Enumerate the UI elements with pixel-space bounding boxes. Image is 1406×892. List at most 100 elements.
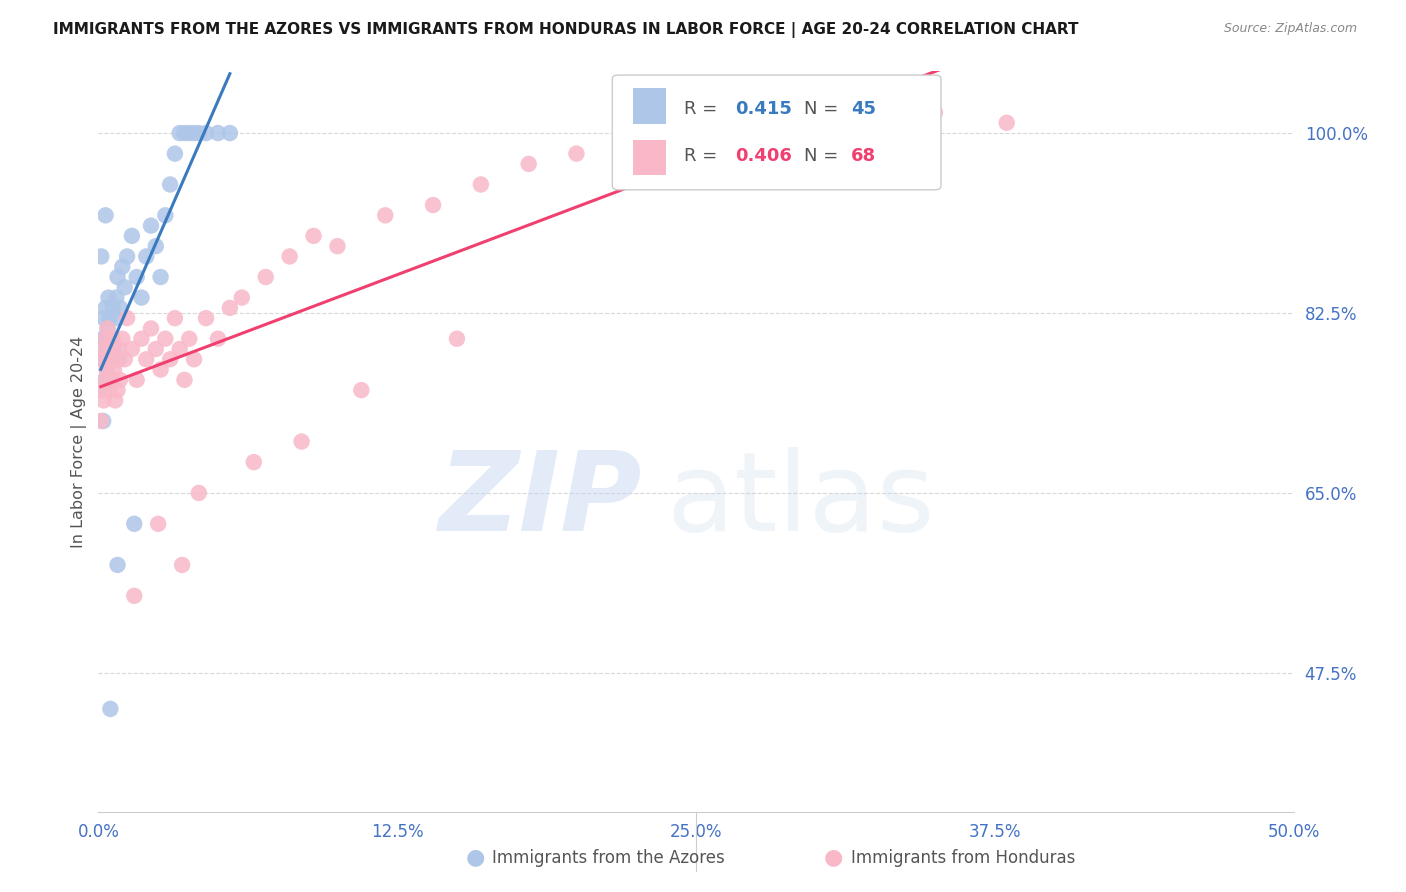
Point — [756, 116, 779, 130]
Point — [145, 239, 167, 253]
Text: ●: ● — [824, 847, 844, 867]
Point — [613, 136, 636, 151]
Point — [91, 352, 114, 367]
Point — [91, 352, 114, 367]
Point — [107, 342, 129, 356]
Point — [98, 383, 121, 397]
Point — [111, 260, 134, 274]
Point — [114, 352, 136, 367]
Point — [97, 342, 120, 356]
Point — [124, 589, 146, 603]
Text: R =: R = — [685, 100, 723, 118]
Text: 0.415: 0.415 — [735, 100, 793, 118]
Point — [98, 373, 122, 387]
Text: ●: ● — [465, 847, 485, 867]
Point — [108, 301, 131, 315]
Point — [169, 342, 191, 356]
Text: Immigrants from the Azores: Immigrants from the Azores — [492, 849, 725, 867]
Point — [105, 352, 128, 367]
Point — [107, 270, 129, 285]
Point — [195, 311, 218, 326]
Point — [93, 342, 115, 356]
Text: atlas: atlas — [666, 447, 935, 554]
Point — [104, 393, 127, 408]
Point — [278, 250, 301, 264]
Point — [131, 332, 153, 346]
Y-axis label: In Labor Force | Age 20-24: In Labor Force | Age 20-24 — [72, 335, 87, 548]
Point — [187, 486, 209, 500]
Point — [179, 126, 201, 140]
Point — [98, 342, 122, 356]
Point — [96, 362, 118, 376]
Point — [131, 291, 153, 305]
Point — [100, 373, 122, 387]
Point — [108, 373, 131, 387]
Point — [93, 342, 115, 356]
Point — [163, 146, 186, 161]
Point — [90, 414, 112, 428]
Point — [124, 516, 146, 531]
Point — [96, 362, 118, 376]
Point — [121, 342, 143, 356]
Point — [97, 352, 120, 367]
Point — [139, 219, 162, 233]
Point — [98, 702, 122, 716]
Point — [231, 291, 253, 305]
FancyBboxPatch shape — [613, 75, 941, 190]
Text: 45: 45 — [852, 100, 876, 118]
Point — [187, 126, 209, 140]
Point — [121, 228, 143, 243]
Point — [169, 126, 191, 140]
Point — [195, 126, 218, 140]
Point — [94, 373, 117, 387]
Point — [172, 558, 194, 572]
Point — [446, 332, 468, 346]
Point — [155, 208, 177, 222]
Point — [91, 414, 114, 428]
Point — [105, 291, 128, 305]
Point — [733, 136, 755, 151]
Point — [104, 311, 127, 326]
Point — [159, 178, 181, 192]
Point — [350, 383, 373, 397]
Point — [685, 116, 707, 130]
Point — [565, 146, 588, 161]
Point — [115, 311, 138, 326]
Point — [243, 455, 266, 469]
Point — [94, 332, 117, 346]
Text: N =: N = — [804, 147, 844, 165]
Point — [173, 126, 195, 140]
Point — [852, 116, 875, 130]
Point — [94, 332, 117, 346]
Point — [103, 342, 125, 356]
Point — [125, 373, 148, 387]
Point — [115, 250, 138, 264]
Point — [374, 208, 396, 222]
Point — [924, 105, 946, 120]
Point — [101, 332, 124, 346]
Point — [90, 383, 112, 397]
Point — [97, 291, 120, 305]
Point — [107, 352, 129, 367]
Point — [302, 228, 325, 243]
Point — [91, 383, 114, 397]
Point — [94, 301, 117, 315]
Point — [125, 270, 148, 285]
Text: ZIP: ZIP — [439, 447, 643, 554]
Text: Immigrants from Honduras: Immigrants from Honduras — [851, 849, 1076, 867]
Point — [107, 383, 129, 397]
Point — [422, 198, 444, 212]
Point — [139, 321, 162, 335]
Point — [207, 332, 229, 346]
Point — [179, 332, 201, 346]
Point — [149, 270, 172, 285]
Point — [148, 516, 170, 531]
Point — [517, 157, 540, 171]
Point — [94, 373, 117, 387]
Point — [98, 311, 121, 326]
Point — [219, 126, 242, 140]
Point — [159, 352, 181, 367]
Point — [291, 434, 314, 449]
Point — [183, 352, 205, 367]
Point — [96, 321, 118, 335]
